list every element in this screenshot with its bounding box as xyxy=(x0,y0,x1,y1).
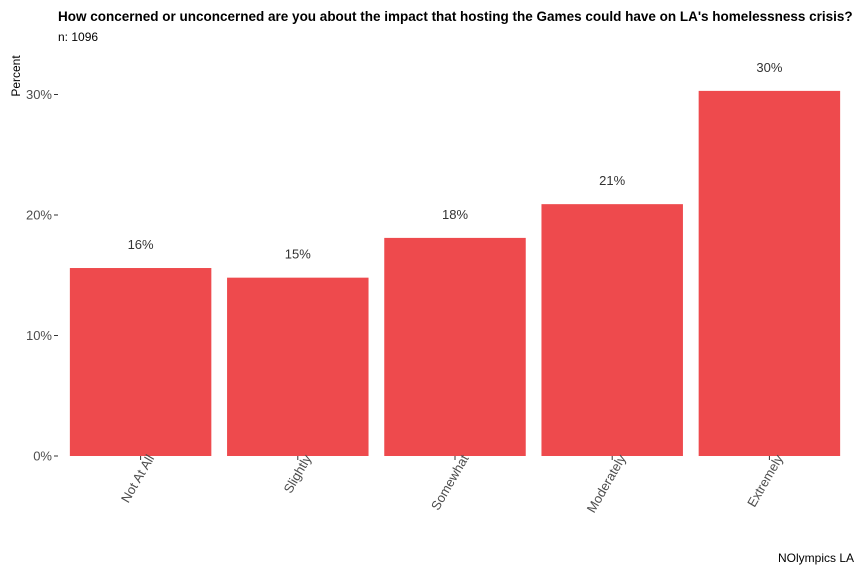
y-tick-label: 30% xyxy=(26,87,52,102)
bar-somewhat xyxy=(384,237,526,456)
chart-caption: NOlympics LA xyxy=(777,551,854,565)
bars xyxy=(69,90,841,456)
bar-not-at-all xyxy=(69,268,212,456)
x-tick-label: Not At All xyxy=(118,452,157,505)
data-label: 30% xyxy=(756,60,782,75)
y-axis: 0% 10% 20% 30% xyxy=(26,87,58,464)
bar-moderately xyxy=(541,204,683,456)
data-label: 18% xyxy=(442,207,468,222)
data-label: 15% xyxy=(285,247,311,262)
y-axis-title: Percent xyxy=(9,55,23,97)
data-labels: 16% 15% 18% 21% 30% xyxy=(128,60,783,262)
y-tick-label: 10% xyxy=(26,328,52,343)
x-tick-label: Slightly xyxy=(280,452,314,496)
y-tick-label: 0% xyxy=(33,449,52,464)
bar-slightly xyxy=(227,277,369,456)
data-label: 16% xyxy=(128,237,154,252)
x-tick-label: Moderately xyxy=(584,452,629,516)
x-axis: Not At All Slightly Somewhat Moderately Extr… xyxy=(118,452,786,516)
chart-title: How concerned or unconcerned are you abo… xyxy=(58,9,853,24)
bar-extremely xyxy=(698,90,841,456)
y-tick-label: 20% xyxy=(26,208,52,223)
x-tick-label: Somewhat xyxy=(428,452,472,513)
x-tick-label: Extremely xyxy=(744,452,786,510)
data-label: 21% xyxy=(599,173,625,188)
chart-subtitle: n: 1096 xyxy=(58,30,99,44)
